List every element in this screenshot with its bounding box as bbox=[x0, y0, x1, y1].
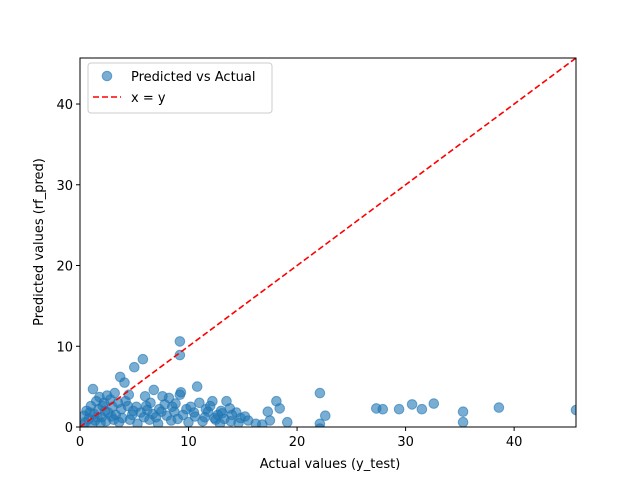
data-point bbox=[457, 416, 469, 427]
legend: Predicted vs Actual x = y bbox=[87, 62, 273, 114]
data-point bbox=[231, 407, 242, 418]
data-point bbox=[282, 416, 293, 427]
data-point bbox=[137, 353, 149, 365]
x-tick-label: 10 bbox=[180, 435, 197, 450]
data-point bbox=[156, 406, 167, 418]
y-tick-label: 0 bbox=[65, 421, 73, 436]
data-point bbox=[570, 404, 576, 416]
legend-label-predicted: Predicted vs Actual bbox=[131, 70, 255, 85]
data-point bbox=[377, 403, 389, 415]
y-tick-label: 20 bbox=[56, 260, 73, 275]
data-point bbox=[191, 381, 203, 392]
data-point bbox=[174, 389, 186, 401]
data-point bbox=[428, 398, 440, 409]
x-axis-label: Actual values (y_test) bbox=[260, 457, 401, 472]
data-point bbox=[200, 403, 212, 415]
data-point bbox=[119, 377, 130, 388]
data-point bbox=[257, 419, 268, 427]
data-point bbox=[99, 405, 111, 417]
y-tick-label: 30 bbox=[56, 179, 73, 194]
plot-frame bbox=[79, 57, 577, 428]
x-tick-label: 20 bbox=[289, 435, 306, 450]
data-point bbox=[262, 406, 274, 418]
data-point bbox=[174, 336, 186, 347]
x-tick-label: 40 bbox=[506, 435, 523, 450]
data-point bbox=[239, 411, 251, 422]
data-point bbox=[416, 403, 428, 415]
legend-label-reference: x = y bbox=[131, 91, 166, 106]
data-point bbox=[84, 407, 96, 418]
x-tick-label: 30 bbox=[397, 435, 414, 450]
data-point bbox=[457, 406, 469, 418]
data-point bbox=[127, 405, 139, 417]
data-point bbox=[274, 403, 286, 414]
data-point bbox=[216, 408, 228, 419]
data-point bbox=[174, 349, 186, 361]
data-point bbox=[197, 416, 208, 427]
data-point bbox=[320, 410, 331, 422]
y-axis-label: Predicted values (rf_pred) bbox=[32, 158, 47, 326]
y-tick-label: 40 bbox=[56, 98, 73, 113]
x-tick-label: 0 bbox=[76, 435, 84, 450]
legend-marker-predicted bbox=[101, 70, 113, 82]
data-point bbox=[314, 387, 326, 399]
data-point bbox=[233, 417, 244, 427]
data-point bbox=[493, 402, 505, 413]
data-point bbox=[189, 411, 201, 422]
data-point bbox=[129, 361, 140, 373]
data-point bbox=[172, 413, 183, 425]
points-layer bbox=[80, 336, 576, 427]
reference-line-layer bbox=[80, 58, 576, 427]
reference-line bbox=[80, 58, 576, 427]
legend-box bbox=[87, 62, 273, 114]
data-point bbox=[117, 412, 128, 424]
data-point bbox=[87, 383, 99, 395]
data-point bbox=[148, 384, 160, 396]
data-point bbox=[170, 398, 181, 409]
data-point bbox=[393, 403, 405, 415]
x-ticks: 0 10 20 30 40 bbox=[76, 427, 523, 450]
data-point bbox=[132, 418, 143, 427]
y-tick-label: 10 bbox=[56, 340, 73, 355]
data-point bbox=[209, 412, 220, 424]
data-point bbox=[406, 399, 418, 410]
y-ticks: 0 10 20 30 40 bbox=[56, 98, 80, 436]
data-point bbox=[194, 397, 205, 409]
data-point bbox=[140, 400, 152, 412]
data-point bbox=[185, 401, 196, 413]
data-point bbox=[314, 423, 325, 427]
